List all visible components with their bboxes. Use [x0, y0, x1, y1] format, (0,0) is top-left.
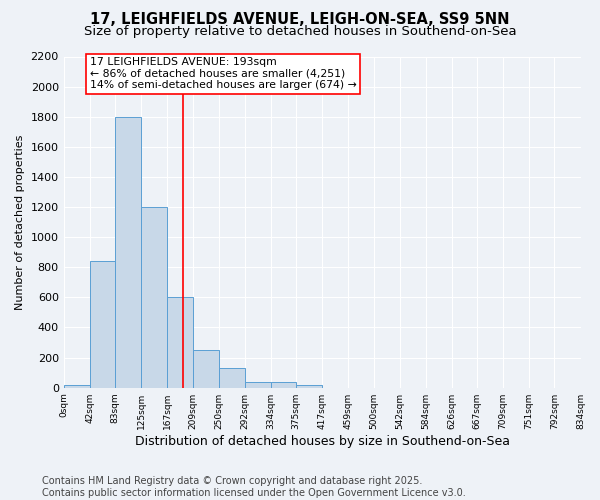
Text: Contains HM Land Registry data © Crown copyright and database right 2025.
Contai: Contains HM Land Registry data © Crown c…	[42, 476, 466, 498]
Bar	[296, 384, 322, 388]
Bar	[245, 382, 271, 388]
Bar	[218, 368, 245, 388]
Bar	[271, 382, 296, 388]
Bar	[141, 207, 167, 388]
Bar	[64, 384, 89, 388]
Bar	[115, 116, 141, 388]
Text: Size of property relative to detached houses in Southend-on-Sea: Size of property relative to detached ho…	[83, 25, 517, 38]
Bar	[167, 298, 193, 388]
Text: 17, LEIGHFIELDS AVENUE, LEIGH-ON-SEA, SS9 5NN: 17, LEIGHFIELDS AVENUE, LEIGH-ON-SEA, SS…	[90, 12, 510, 28]
Text: 17 LEIGHFIELDS AVENUE: 193sqm
← 86% of detached houses are smaller (4,251)
14% o: 17 LEIGHFIELDS AVENUE: 193sqm ← 86% of d…	[89, 58, 356, 90]
X-axis label: Distribution of detached houses by size in Southend-on-Sea: Distribution of detached houses by size …	[134, 434, 509, 448]
Bar	[89, 261, 115, 388]
Bar	[193, 350, 218, 388]
Y-axis label: Number of detached properties: Number of detached properties	[15, 134, 25, 310]
